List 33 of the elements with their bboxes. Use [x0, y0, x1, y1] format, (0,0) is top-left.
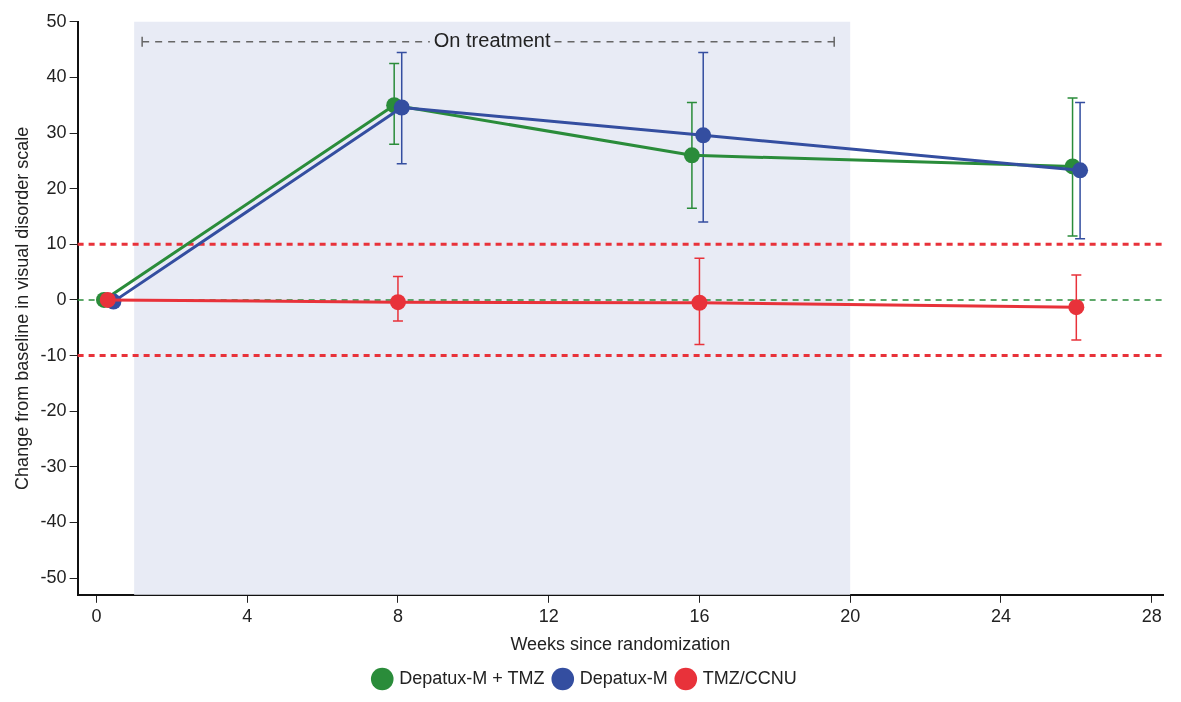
point — [389, 294, 406, 311]
point — [393, 99, 410, 116]
point — [683, 147, 700, 164]
band-label: On treatment — [433, 29, 551, 52]
y-axis-title: Change from baseline in visual disorder scale — [11, 126, 32, 490]
y-tick-label: 0 — [56, 288, 67, 309]
point — [695, 127, 712, 144]
x-tick-label: 8 — [392, 605, 403, 626]
y-tick-label: 50 — [46, 10, 67, 31]
x-tick-label: 16 — [689, 605, 710, 626]
point — [1072, 162, 1089, 179]
x-tick-label: 4 — [242, 605, 253, 626]
y-tick-label: 20 — [46, 177, 67, 198]
x-tick-label: 0 — [91, 605, 102, 626]
y-tick-label: 30 — [46, 122, 67, 143]
x-tick-label: 20 — [840, 605, 861, 626]
x-tick-label: 28 — [1141, 605, 1162, 626]
y-tick-label: 40 — [46, 66, 67, 87]
point — [691, 294, 708, 311]
y-tick-label: -30 — [40, 455, 67, 476]
legend-label: Depatux-M + TMZ — [399, 667, 545, 688]
y-tick-label: 10 — [46, 233, 67, 254]
x-axis-title: Weeks since randomization — [510, 634, 731, 655]
x-tick-label: 12 — [538, 605, 559, 626]
x-tick-label: 24 — [990, 605, 1011, 626]
y-tick-label: -50 — [40, 567, 67, 588]
point — [1068, 299, 1085, 316]
y-tick-label: -40 — [40, 511, 67, 532]
point — [99, 291, 116, 308]
y-tick-label: -10 — [40, 344, 67, 365]
y-tick-label: -20 — [40, 400, 67, 421]
legend-label: TMZ/CCNU — [702, 667, 797, 688]
legend-label: Depatux-M — [579, 667, 668, 688]
